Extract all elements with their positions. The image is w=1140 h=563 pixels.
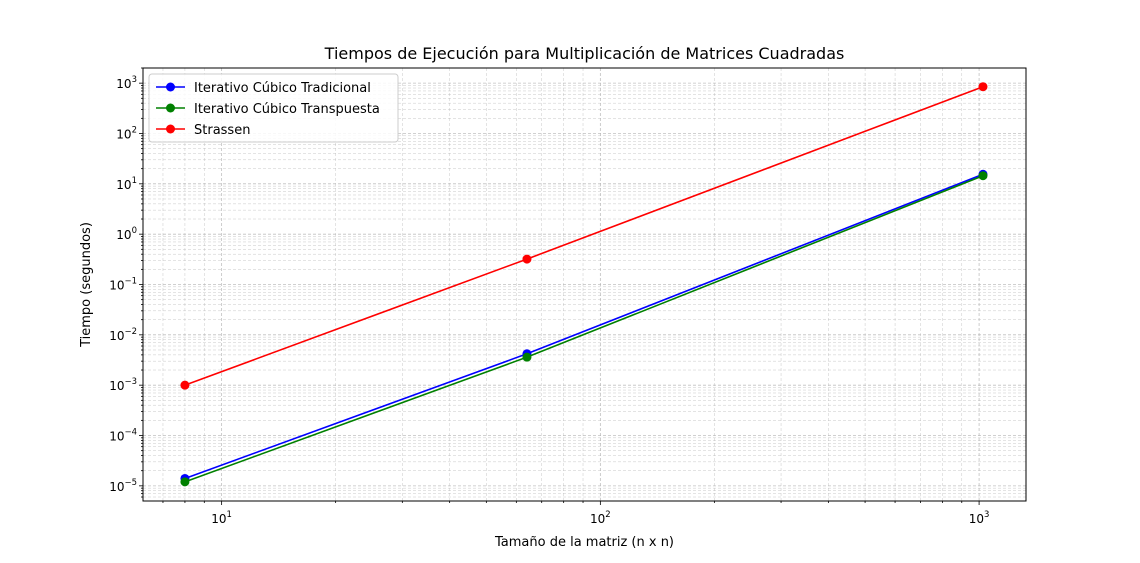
y-tick-label: 102 [116,125,137,141]
y-axis-label: Tiempo (segundos) [79,222,94,348]
series-3-point [522,254,532,264]
axis-ticks: 101 102 103 10−5 10−4 10−3 10−2 10−1 100 101 102 10… [109,67,990,526]
y-tick-label: 100 [116,226,137,242]
y-tick-label: 10−4 [109,428,137,444]
x-axis-label: Tamaño de la matriz (n x n) [494,535,674,550]
series-layer [180,82,988,487]
y-tick-label: 10−5 [109,478,137,494]
legend-label: Strassen [194,123,250,138]
y-tick-label: 103 [116,75,137,91]
grid [143,67,1026,501]
x-tick-label: 101 [211,510,232,526]
legend-marker [166,124,175,134]
legend: Iterativo Cúbico Tradicional Iterativo Cú… [148,73,399,143]
chart-title: Tiempos de Ejecución para Multiplicación… [324,44,845,63]
x-tick-label: 103 [969,510,990,526]
series-2-point [978,171,988,181]
x-tick-label: 102 [590,510,611,526]
legend-label: Iterativo Cúbico Tradicional [194,81,371,96]
series-2-point [522,352,532,362]
y-tick-label: 10−3 [109,377,137,393]
legend-marker [166,103,175,113]
legend-label: Iterativo Cúbico Transpuesta [194,102,380,117]
series-2-point [180,477,190,487]
legend-box [148,73,399,143]
y-tick-label: 10−2 [109,327,137,343]
legend-marker [166,82,175,92]
series-3-point [978,82,988,92]
y-tick-label: 10−1 [109,277,137,293]
series-3-point [180,380,190,390]
y-tick-label: 101 [116,176,137,192]
